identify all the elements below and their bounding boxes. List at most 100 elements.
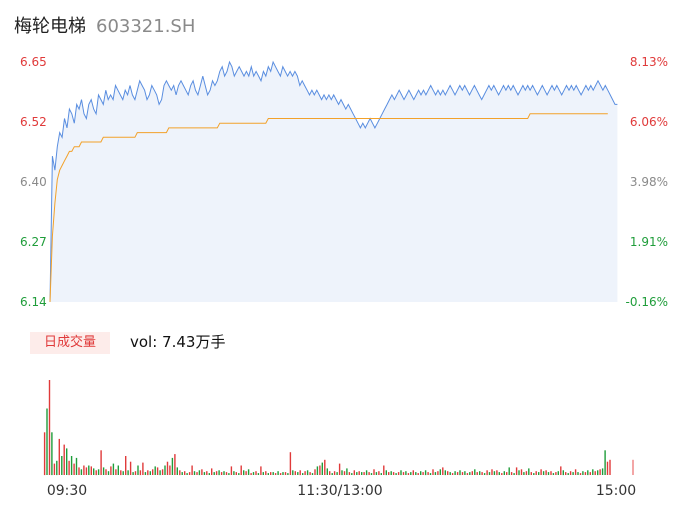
volume-bar <box>341 470 343 476</box>
y-tick-left: 6.52 <box>20 115 47 129</box>
volume-bar <box>427 472 429 475</box>
volume-bar <box>176 467 178 475</box>
volume-bar <box>363 472 365 475</box>
volume-bar <box>252 472 255 475</box>
volume-tag: 日成交量 <box>30 332 110 354</box>
volume-bar <box>424 470 427 476</box>
volume-bar <box>402 472 405 475</box>
y-tick-right: 8.13% <box>630 55 668 69</box>
volume-bar <box>225 472 228 475</box>
volume-bar <box>134 471 137 475</box>
volume-bar <box>179 470 181 476</box>
volume-bar <box>375 472 378 475</box>
volume-bar <box>164 465 166 475</box>
volume-bar <box>58 438 60 475</box>
volume-bar <box>220 472 223 475</box>
volume-bar <box>171 457 174 475</box>
volume-bar <box>198 470 201 476</box>
volume-bar <box>208 473 210 475</box>
volume-bar <box>604 450 606 475</box>
volume-bar <box>262 472 264 475</box>
volume-bar <box>85 467 88 475</box>
volume-bar <box>486 470 488 476</box>
volume-bar <box>93 468 95 475</box>
volume-bar <box>383 465 385 475</box>
volume-bar <box>302 473 304 475</box>
volume-bar <box>471 471 473 475</box>
volume-bar <box>282 472 284 475</box>
volume-bar <box>574 469 577 475</box>
volume-bar <box>461 472 464 475</box>
volume-bar <box>193 471 196 475</box>
y-tick-right: 1.91% <box>630 235 668 249</box>
volume-bar <box>380 473 382 475</box>
volume-bar <box>385 470 387 476</box>
volume-bar <box>132 472 134 475</box>
volume-bar <box>442 467 444 475</box>
volume-bar <box>127 470 129 476</box>
volume-bar <box>83 465 85 475</box>
volume-bar <box>597 470 599 476</box>
volume-bar <box>97 469 100 475</box>
volume-bar <box>594 471 596 475</box>
volume-bar <box>523 472 525 475</box>
volume-bar <box>518 470 520 476</box>
volume-bar <box>238 473 240 475</box>
volume-bar <box>329 471 331 475</box>
x-tick-label: 15:00 <box>596 483 636 499</box>
volume-bar <box>284 472 287 475</box>
volume-bar <box>102 467 105 475</box>
volume-bar <box>560 466 562 475</box>
volume-bar <box>378 471 380 475</box>
stock-code: 603321.SH <box>96 16 196 37</box>
volume-bar <box>306 470 309 476</box>
volume-bar <box>206 471 208 475</box>
volume-bar <box>75 457 78 475</box>
volume-bar <box>78 467 80 475</box>
volume-bar <box>481 472 483 475</box>
volume-bar <box>319 465 321 475</box>
volume-bar <box>80 469 83 475</box>
volume-bar <box>474 469 476 475</box>
volume-bar <box>567 473 569 475</box>
volume-bar <box>577 472 579 475</box>
volume-bar <box>599 469 601 475</box>
volume-bar-close <box>632 459 634 475</box>
volume-bar <box>429 473 432 475</box>
y-tick-right: 6.06% <box>630 115 668 129</box>
volume-bar <box>606 461 609 475</box>
volume-bar <box>243 470 245 476</box>
volume-bar <box>129 461 132 475</box>
volume-bar <box>287 473 289 475</box>
volume-bar <box>240 465 242 475</box>
volume-bar <box>270 472 272 475</box>
volume-bar <box>331 473 333 475</box>
volume-bar <box>562 470 564 476</box>
volume-bar <box>66 448 68 475</box>
volume-bar <box>110 466 112 475</box>
volume-bar <box>420 471 422 475</box>
volume-bar <box>550 471 552 475</box>
y-tick-right: 3.98% <box>630 175 668 189</box>
volume-bar <box>538 472 540 475</box>
volume-bar <box>491 469 493 475</box>
volume-bar <box>569 471 572 475</box>
volume-bar <box>542 471 545 475</box>
volume-bar <box>181 472 183 475</box>
volume-bar <box>540 469 542 475</box>
volume-bar <box>520 469 523 475</box>
volume-bar <box>370 473 373 475</box>
volume-bar <box>88 465 90 475</box>
volume-bar <box>316 466 319 475</box>
volume-bar <box>260 466 262 475</box>
volume-bar <box>454 471 456 475</box>
volume-bar <box>469 472 471 475</box>
stock-name: 梅轮电梯 <box>14 16 86 37</box>
volume-bar <box>601 468 604 475</box>
volume-bar <box>159 470 161 476</box>
volume-bar <box>456 472 459 475</box>
volume-bar <box>294 471 296 475</box>
y-tick-left: 6.27 <box>20 235 47 249</box>
volume-bar <box>213 472 215 475</box>
volume-bar <box>464 471 466 475</box>
